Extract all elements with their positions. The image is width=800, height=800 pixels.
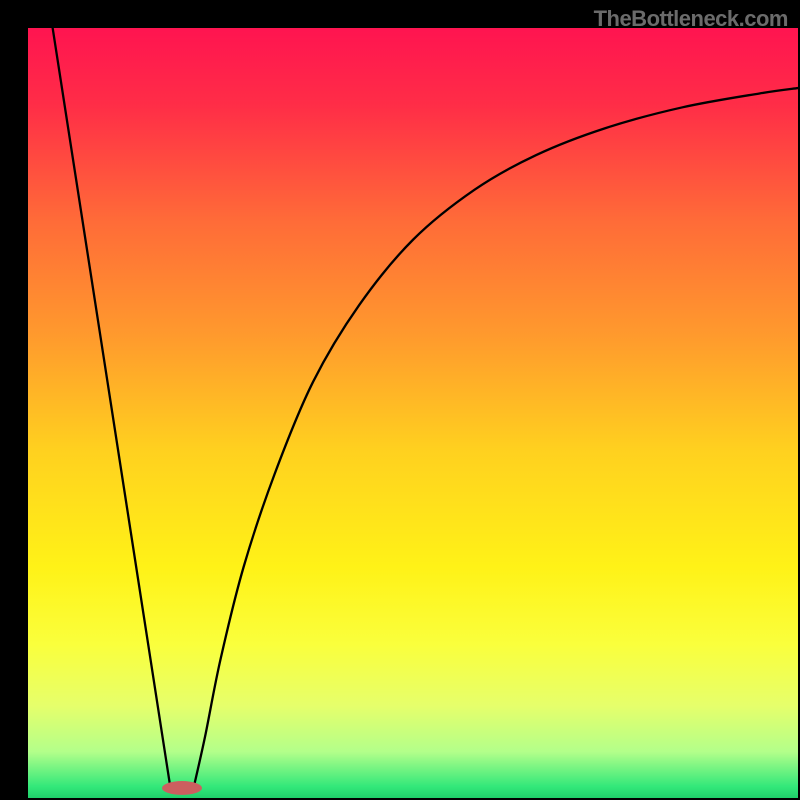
- watermark-text: TheBottleneck.com: [594, 6, 788, 32]
- chart-background: [28, 28, 798, 798]
- chart-container: [28, 28, 798, 798]
- bottleneck-chart: [28, 28, 798, 798]
- optimal-marker: [162, 781, 202, 795]
